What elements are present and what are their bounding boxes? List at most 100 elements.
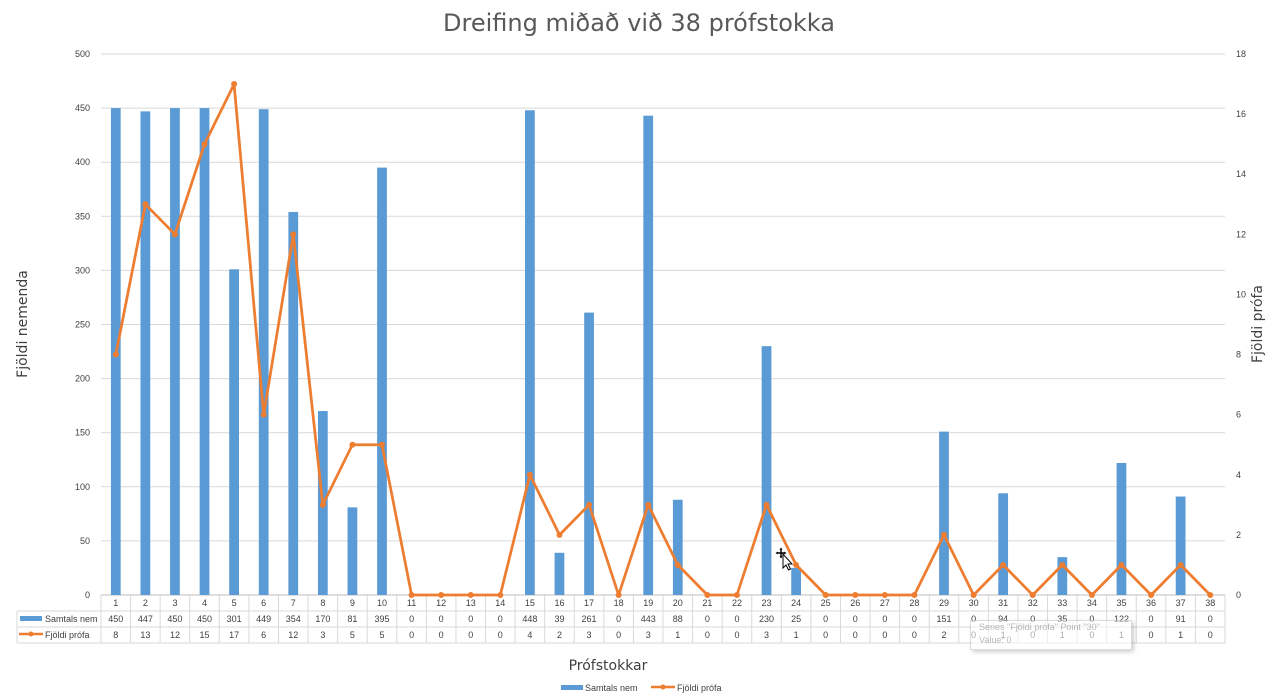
legend-swatch-bar: [561, 685, 583, 690]
category-label: 6: [261, 598, 266, 608]
point-27[interactable]: [881, 592, 888, 598]
category-label: 37: [1176, 598, 1186, 608]
bar-20[interactable]: [672, 499, 683, 595]
left-axis-title: Fjöldi nemenda: [15, 270, 31, 378]
category-label: 23: [762, 598, 772, 608]
point-35[interactable]: [1118, 561, 1125, 568]
point-22[interactable]: [733, 592, 740, 598]
point-15[interactable]: [526, 471, 533, 478]
table-cell-samtals: 448: [522, 614, 537, 624]
table-cell-samtals: 261: [582, 614, 597, 624]
point-9[interactable]: [349, 441, 356, 448]
point-6[interactable]: [260, 411, 267, 418]
bar-9[interactable]: [347, 507, 358, 595]
point-30[interactable]: [970, 592, 977, 598]
point-25[interactable]: [822, 592, 829, 598]
point-23[interactable]: [763, 501, 770, 508]
table-cell-samtals: 91: [1176, 614, 1186, 624]
point-34[interactable]: [1088, 592, 1095, 598]
bar-2[interactable]: [140, 111, 151, 595]
legend: Samtals nem Fjöldi prófa: [561, 683, 722, 693]
category-label: 20: [673, 598, 683, 608]
point-14[interactable]: [497, 592, 504, 598]
bar-31[interactable]: [998, 493, 1009, 595]
point-10[interactable]: [379, 441, 385, 448]
category-label: 25: [821, 598, 831, 608]
point-13[interactable]: [467, 592, 474, 598]
bar-15[interactable]: [525, 110, 535, 595]
point-16[interactable]: [556, 531, 563, 538]
point-11[interactable]: [408, 592, 415, 598]
table-cell-fjoldi: 0: [468, 630, 473, 640]
point-32[interactable]: [1029, 592, 1036, 598]
point-2[interactable]: [142, 201, 149, 208]
point-21[interactable]: [704, 592, 711, 598]
table-cell-samtals: 0: [1149, 614, 1154, 624]
table-cell-samtals: 35: [1057, 614, 1067, 624]
category-label: 26: [850, 598, 860, 608]
bar-37[interactable]: [1175, 496, 1186, 595]
table-row-label: Fjöldi prófa: [45, 630, 90, 640]
point-1[interactable]: [112, 351, 119, 358]
tooltip-series-line: Series "Fjöldi prófa" Point "30": [979, 622, 1100, 632]
category-label: 19: [643, 598, 653, 608]
point-24[interactable]: [793, 561, 800, 568]
bar-10[interactable]: [377, 167, 387, 596]
bar-4[interactable]: [199, 108, 210, 595]
point-38[interactable]: [1207, 592, 1214, 598]
point-8[interactable]: [319, 501, 326, 508]
category-label: 13: [466, 598, 476, 608]
point-4[interactable]: [201, 141, 208, 148]
hover-tooltip: Series "Fjöldi prófa" Point "30" Value: …: [970, 620, 1132, 650]
point-37[interactable]: [1177, 561, 1184, 568]
point-20[interactable]: [674, 561, 681, 568]
bar-29[interactable]: [939, 431, 949, 595]
bar-24[interactable]: [791, 567, 801, 595]
point-36[interactable]: [1148, 592, 1155, 598]
point-26[interactable]: [852, 592, 859, 598]
bar-23[interactable]: [761, 346, 772, 595]
category-label: 15: [525, 598, 535, 608]
table-row-label: Samtals nem: [45, 614, 98, 624]
bar-5[interactable]: [229, 269, 239, 595]
point-18[interactable]: [615, 592, 622, 598]
left-tick-label: 400: [75, 157, 90, 167]
right-tick-label: 6: [1236, 410, 1241, 420]
table-cell-samtals: 0: [468, 614, 473, 624]
table-cell-fjoldi: 0: [1208, 630, 1213, 640]
bar-3[interactable]: [170, 108, 180, 595]
bar-series-samtals-nem[interactable]: [110, 108, 1186, 596]
point-3[interactable]: [171, 231, 178, 238]
table-cell-fjoldi: 15: [200, 630, 210, 640]
table-cell-samtals: 25: [791, 614, 801, 624]
tooltip-value-line: Value: 0: [979, 635, 1012, 645]
point-33[interactable]: [1059, 561, 1066, 568]
category-label: 34: [1087, 598, 1097, 608]
table-cell-samtals: 0: [439, 614, 444, 624]
bar-33[interactable]: [1057, 557, 1068, 595]
point-17[interactable]: [586, 501, 593, 508]
point-12[interactable]: [438, 592, 445, 598]
series-line[interactable]: [114, 82, 1212, 597]
table-cell-samtals: 0: [912, 614, 917, 624]
right-axis-title: Fjöldi prófa: [1250, 285, 1266, 363]
bar-6[interactable]: [258, 109, 269, 595]
table-cell-samtals: 0: [498, 614, 503, 624]
bar-19[interactable]: [643, 115, 654, 595]
right-tick-label: 0: [1236, 590, 1241, 600]
category-label: 14: [495, 598, 505, 608]
point-28[interactable]: [911, 592, 918, 598]
table-cell-fjoldi: 1: [675, 630, 680, 640]
point-7[interactable]: [290, 231, 297, 238]
point-31[interactable]: [1000, 561, 1007, 568]
point-19[interactable]: [645, 501, 652, 508]
table-cell-fjoldi: 17: [229, 630, 239, 640]
line-series-fjoldi-profa[interactable]: [112, 81, 1214, 598]
point-5[interactable]: [231, 81, 238, 88]
bar-17[interactable]: [584, 312, 594, 595]
bar-16[interactable]: [554, 552, 565, 595]
point-29[interactable]: [941, 531, 947, 538]
bar-7[interactable]: [288, 211, 299, 596]
left-tick-label: 100: [75, 482, 90, 492]
bar-35[interactable]: [1116, 462, 1127, 595]
